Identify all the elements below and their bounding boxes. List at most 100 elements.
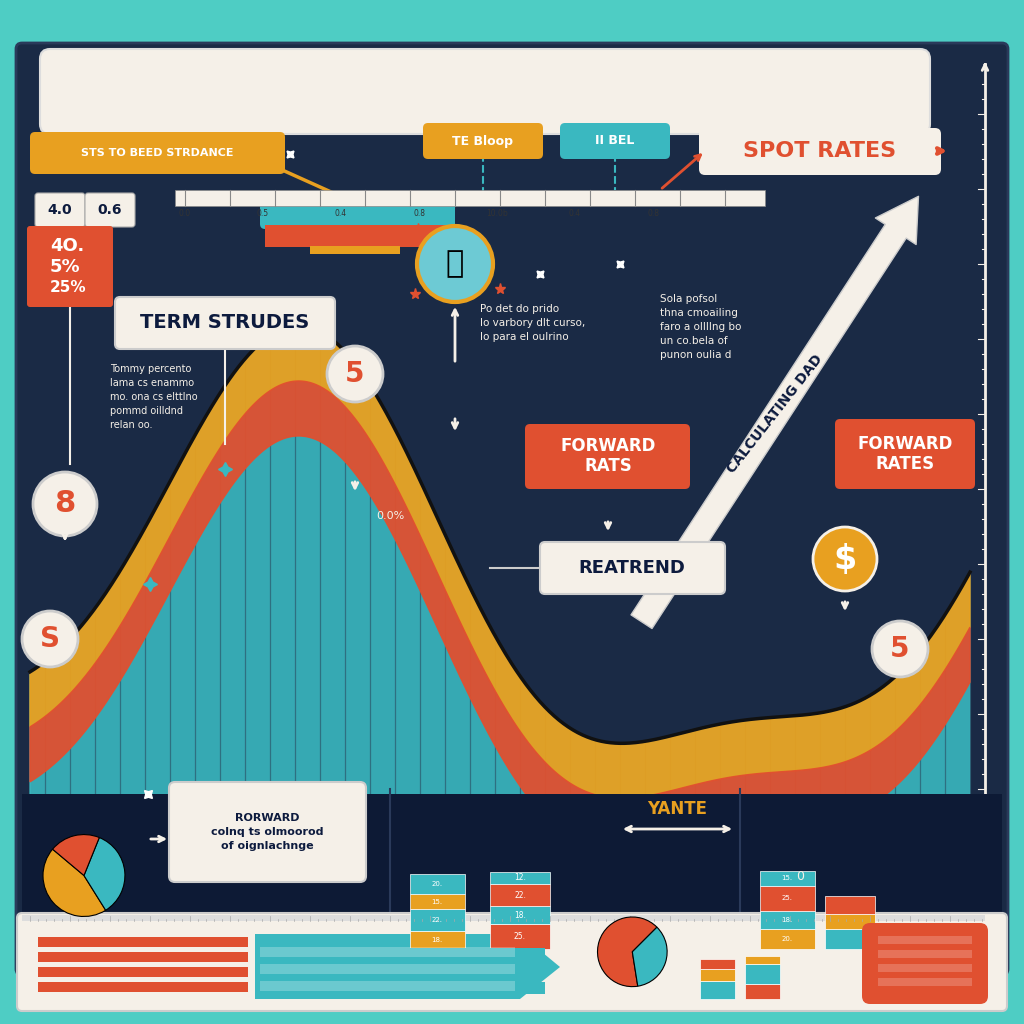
Bar <box>38 937 248 947</box>
FancyBboxPatch shape <box>699 128 941 175</box>
Polygon shape <box>255 934 560 999</box>
Text: YANTE: YANTE <box>647 800 707 818</box>
Bar <box>38 952 248 962</box>
Bar <box>410 909 465 931</box>
Bar <box>410 931 465 949</box>
Bar <box>878 936 972 944</box>
Bar <box>410 874 465 894</box>
Text: 0.5: 0.5 <box>257 209 269 218</box>
Bar <box>745 956 780 964</box>
Circle shape <box>327 346 383 402</box>
Bar <box>825 896 874 914</box>
Bar <box>745 984 780 999</box>
Text: $: $ <box>834 543 857 575</box>
Bar <box>825 914 874 929</box>
FancyBboxPatch shape <box>35 193 85 227</box>
FancyBboxPatch shape <box>17 913 1007 1011</box>
Circle shape <box>33 472 97 536</box>
Bar <box>700 959 735 969</box>
Bar <box>490 924 550 949</box>
Wedge shape <box>632 927 667 986</box>
Text: 0.8: 0.8 <box>413 209 425 218</box>
Bar <box>878 978 972 986</box>
FancyBboxPatch shape <box>169 782 366 882</box>
Text: 22.: 22. <box>431 918 442 923</box>
Text: 4O.: 4O. <box>50 237 84 255</box>
Bar <box>22 915 985 921</box>
Text: 25.: 25. <box>514 932 526 941</box>
Bar <box>410 894 465 909</box>
Text: 4.0: 4.0 <box>48 203 73 217</box>
Bar <box>825 929 874 949</box>
Text: 15.: 15. <box>431 898 442 904</box>
Bar <box>700 981 735 999</box>
Bar <box>175 190 765 206</box>
Bar <box>0 0 1024 49</box>
Wedge shape <box>84 838 125 910</box>
Bar <box>0 994 1024 1024</box>
Text: 18.: 18. <box>431 937 442 943</box>
FancyBboxPatch shape <box>260 197 455 229</box>
Bar <box>760 886 815 911</box>
Text: 12.: 12. <box>514 873 526 883</box>
Bar <box>760 911 815 929</box>
Text: TE Bloop: TE Bloop <box>453 134 513 147</box>
FancyBboxPatch shape <box>862 923 988 1004</box>
Text: 5%: 5% <box>50 258 81 276</box>
Text: REATREND: REATREND <box>579 559 685 577</box>
FancyBboxPatch shape <box>835 419 975 489</box>
FancyBboxPatch shape <box>423 123 543 159</box>
Text: 0.8: 0.8 <box>647 209 659 218</box>
Wedge shape <box>52 835 99 876</box>
Bar <box>38 967 248 977</box>
Circle shape <box>22 611 78 667</box>
FancyArrowPatch shape <box>631 197 919 629</box>
Text: 0.4: 0.4 <box>335 209 347 218</box>
Polygon shape <box>30 326 970 824</box>
FancyBboxPatch shape <box>30 132 285 174</box>
Circle shape <box>872 621 928 677</box>
Wedge shape <box>598 918 657 986</box>
Text: 22.: 22. <box>514 891 526 899</box>
Wedge shape <box>43 849 105 916</box>
Text: 0.0%: 0.0% <box>376 511 404 521</box>
Bar <box>265 965 545 977</box>
FancyBboxPatch shape <box>16 43 1008 975</box>
Bar <box>878 964 972 972</box>
Bar <box>265 982 545 994</box>
Bar <box>760 929 815 949</box>
Text: 25.: 25. <box>781 896 793 901</box>
Text: Sola pofsol
thna cmoailing
faro a ollllng bo
un co.bela of
punon oulia d: Sola pofsol thna cmoailing faro a olllln… <box>660 294 741 360</box>
Text: 0.0: 0.0 <box>179 209 191 218</box>
FancyBboxPatch shape <box>525 424 690 489</box>
Text: STS TO BEED STRDANCE: STS TO BEED STRDANCE <box>81 148 233 158</box>
Text: 20.: 20. <box>431 881 442 887</box>
Text: Tommy percento
lama cs enammo
mo. ona cs elttlno
pommd oilldnd
relan oo.: Tommy percento lama cs enammo mo. ona cs… <box>110 364 198 430</box>
Text: CALCULATING DAD: CALCULATING DAD <box>724 352 825 476</box>
Bar <box>745 964 780 984</box>
Text: SPOT RATES: SPOT RATES <box>743 141 897 161</box>
Text: 0.6: 0.6 <box>97 203 122 217</box>
Text: S: S <box>40 625 60 653</box>
Text: 15.: 15. <box>781 876 793 882</box>
Text: 20.: 20. <box>781 936 793 942</box>
Bar <box>260 981 515 991</box>
Text: 5: 5 <box>345 360 365 388</box>
Bar <box>38 982 248 992</box>
Text: 8: 8 <box>54 489 76 518</box>
Text: 25%: 25% <box>50 281 87 296</box>
Bar <box>265 948 545 961</box>
Text: II BEL: II BEL <box>595 134 635 147</box>
FancyBboxPatch shape <box>27 226 113 307</box>
Bar <box>490 906 550 924</box>
Text: 0.4: 0.4 <box>569 209 581 218</box>
Bar <box>878 950 972 958</box>
Bar <box>490 884 550 906</box>
Bar <box>490 872 550 884</box>
Bar <box>760 871 815 886</box>
Bar <box>260 964 515 974</box>
Circle shape <box>813 527 877 591</box>
Text: 18.: 18. <box>514 910 526 920</box>
Text: 18.: 18. <box>781 918 793 923</box>
Text: RORWARD
colnq ts olmoorod
of oignlachnge: RORWARD colnq ts olmoorod of oignlachnge <box>211 813 324 851</box>
